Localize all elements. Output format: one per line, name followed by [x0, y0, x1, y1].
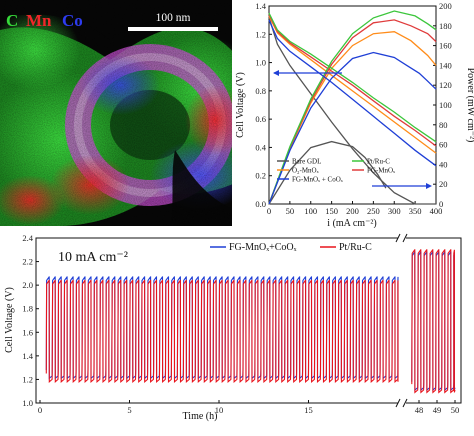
x-tick-label: 300: [388, 206, 401, 216]
element-label-c: C: [6, 11, 18, 30]
legend-c: FG-MnOₓ+CoOₓ Pt/Ru-C: [210, 242, 372, 253]
y2-tick-label: 100: [439, 100, 452, 110]
y-axis-label: Cell Voltage (V): [235, 72, 246, 138]
series-voltage-o-mno-: [268, 15, 437, 154]
legend-pt-ru-c-c: Pt/Ru-C: [339, 242, 372, 253]
x-tick-label: 100: [304, 206, 317, 216]
y2-tick-label: 200: [439, 1, 452, 11]
current-density-annotation: 10 mA cm⁻²: [58, 250, 128, 265]
y2-tick-label: 40: [439, 159, 448, 169]
legend: Bare GDL O₂-MnOₓ FG-MnOₓ + CoOₓ Pt/Ru-C …: [277, 158, 396, 184]
series-voltage-fg-mno-coo-: [268, 19, 437, 167]
x-tick-label-c: 0: [38, 405, 42, 415]
y-tick-label: 0.2: [255, 171, 266, 181]
y-tick-label-c: 2.2: [22, 257, 33, 267]
element-label-mn: Mn: [26, 11, 52, 30]
x-tick-label-c: 15: [304, 405, 313, 415]
y2-tick-label: 80: [439, 120, 448, 130]
y-tick-label: 0.0: [255, 199, 266, 209]
x-tick-label: 200: [346, 206, 359, 216]
y2-tick-label: 160: [439, 41, 452, 51]
arrowhead-right: [426, 183, 432, 189]
legend-fg-mnox: FG-MnOₓ: [367, 167, 396, 175]
x-axis-label: i (mA cm⁻²): [327, 218, 376, 228]
y-tick-label-c: 1.0: [22, 398, 33, 408]
scale-bar: [128, 27, 218, 31]
y2-tick-label: 60: [439, 140, 448, 150]
x-tick-label: 350: [409, 206, 422, 216]
cycling-series-pt-ru-c: [45, 279, 399, 384]
y-tick-label-c: 1.8: [22, 304, 33, 314]
elemental-map-panel: C Mn Co 100 nm: [0, 0, 260, 227]
element-label-co: Co: [62, 11, 83, 30]
y-tick-label: 0.4: [255, 142, 266, 152]
series-power-bare-gdl: [268, 140, 387, 205]
polarization-chart: 0 50 100 150 200 250 300 350 400 0.00.20.40.60.8…: [232, 0, 474, 229]
cycling-chart-panel: 0 5 10 15 48 49 50 1.0 1.2 1.4 1.6 1.8 2.0 2.2 2.4 10…: [0, 230, 474, 431]
arrowhead-left: [273, 70, 279, 76]
legend-o2-mnox: O₂-MnOₓ: [292, 167, 320, 175]
cycling-chart: 0 5 10 15 48 49 50 1.0 1.2 1.4 1.6 1.8 2.0 2.2 2.4 10…: [0, 230, 474, 431]
legend-fg-mnox-coox-c: FG-MnOₓ+CoOₓ: [229, 242, 297, 253]
x-tick-label: 0: [267, 206, 271, 216]
y2-tick-label: 180: [439, 21, 452, 31]
legend-bare-gdl: Bare GDL: [292, 158, 321, 166]
series-power-fg-mno-coo-: [268, 51, 437, 205]
x-axis-label-c: Time (h): [183, 411, 218, 422]
y-tick-label-c: 1.4: [22, 351, 33, 361]
y-axis-label-c: Cell Voltage (V): [4, 287, 15, 353]
polarization-chart-panel: 0 50 100 150 200 250 300 350 400 0.0 0.2 0.4 0.6 0.8…: [232, 0, 474, 229]
elemental-map-image: C Mn Co 100 nm: [0, 0, 260, 227]
x-tick-label-c: 10: [215, 405, 224, 415]
x-tick-label: 50: [286, 206, 295, 216]
scale-bar-label: 100 nm: [156, 12, 191, 24]
y-tick-label: 1.0: [255, 58, 266, 68]
x-tick-label-c: 48: [415, 405, 424, 415]
legend-pt-ru-c: Pt/Ru-C: [367, 158, 390, 166]
y-tick-label: 1.2: [255, 29, 266, 39]
y2-tick-label: 140: [439, 60, 452, 70]
series-voltage-bare-gdl: [268, 17, 436, 205]
y2-axis-label: Power (mW cm⁻²): [465, 68, 474, 143]
y-tick-label-c: 1.6: [22, 327, 33, 337]
y-tick-label-c: 1.2: [22, 374, 33, 384]
y-tick-label-c: 2.4: [22, 233, 33, 243]
series-power-pt-ru-c: [268, 10, 437, 205]
plot-frame-c: [35, 237, 462, 404]
y2-tick-label: 120: [439, 80, 452, 90]
y-tick-label-c: 2.0: [22, 280, 33, 290]
y-tick-label: 0.6: [255, 114, 266, 124]
y-tick-label: 1.4: [255, 1, 266, 11]
legend-fg-mnox-coox: FG-MnOₓ + CoOₓ: [292, 176, 344, 184]
series-voltage-fg-mno-: [268, 14, 437, 147]
x-tick-label-c: 49: [433, 405, 442, 415]
y2-tick-label: 20: [439, 179, 448, 189]
y2-tick-label: 0: [439, 199, 443, 209]
x-tick-label-c: 5: [127, 405, 131, 415]
y-tick-label: 0.8: [255, 86, 266, 96]
axis-break: [395, 233, 408, 408]
cycling-series-late-pt-ru-c: [411, 249, 456, 394]
x-tick-label: 150: [325, 206, 338, 216]
series-voltage-pt-ru-c: [268, 12, 437, 143]
x-tick-label-c: 50: [451, 405, 460, 415]
x-tick-label: 250: [367, 206, 380, 216]
x-tick-label: 400: [430, 206, 443, 216]
